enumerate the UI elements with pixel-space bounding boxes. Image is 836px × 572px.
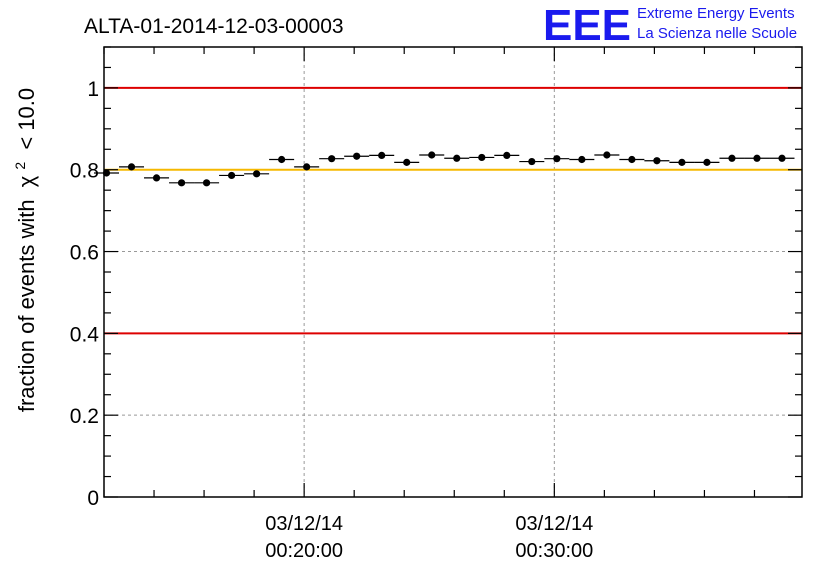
y-tick-label: 1 [87,78,99,101]
x-tick-time-label: 00:30:00 [515,540,593,562]
eee-logo: EEE Extreme Energy Events La Scienza nel… [543,1,797,50]
data-point [177,179,186,187]
data-point [353,152,361,160]
data-point [728,154,736,162]
data-point [403,158,411,166]
eee-logo-letters: EEE [543,1,631,50]
data-point [503,151,511,160]
chart-title: ALTA-01-2014-12-03-00003 [84,15,344,38]
data-point [653,157,661,165]
data-point [753,154,761,162]
data-point [528,157,536,166]
axes [103,46,803,498]
x-tick-labels: 03/12/14 00:20:00 03/12/14 00:30:00 [265,513,593,562]
data-point [578,155,586,164]
data-point [202,179,211,187]
y-tick-label: 0.4 [70,323,100,346]
data-point [678,158,686,166]
data-point [378,151,386,160]
data-point [328,155,336,163]
data-point [428,151,436,159]
y-tick-labels: 0 0.2 0.4 0.6 0.8 1 [70,78,100,510]
x-tick-date-label: 03/12/14 [515,513,593,535]
data-point [778,154,786,162]
x-tick-time-label: 00:20:00 [265,540,343,562]
x-tick-date-label: 03/12/14 [265,513,343,535]
data-point [628,155,636,164]
grid-layer [104,47,802,497]
y-axis-label-suffix: < 10.0 [14,88,39,150]
data-point [227,171,236,180]
y-tick-label: 0.2 [70,405,99,428]
y-axis-label-prefix: fraction of events with [14,199,39,412]
plot-frame [103,46,803,498]
data-point [127,163,136,171]
data-point [553,155,561,163]
data-point [152,174,161,182]
y-tick-label: 0.6 [70,242,99,265]
y-axis-label-symbol: χ [14,175,39,187]
data-point [478,153,486,162]
data-point [603,151,611,159]
data-point [453,154,461,162]
y-tick-label: 0 [87,487,99,510]
y-tick-label: 0.8 [70,160,99,183]
threshold-lines [104,86,802,335]
data-point [253,170,261,178]
y-axis-label: fraction of events with χ 2 < 10.0 [5,88,39,412]
data-point [703,158,711,166]
data-points [93,151,795,187]
logo-line-2: La Scienza nelle Scuole [637,25,797,42]
data-point [303,163,311,171]
y-axis-label-exponent: 2 [12,162,28,170]
logo-line-1: Extreme Energy Events [637,5,795,22]
data-point [278,155,286,164]
